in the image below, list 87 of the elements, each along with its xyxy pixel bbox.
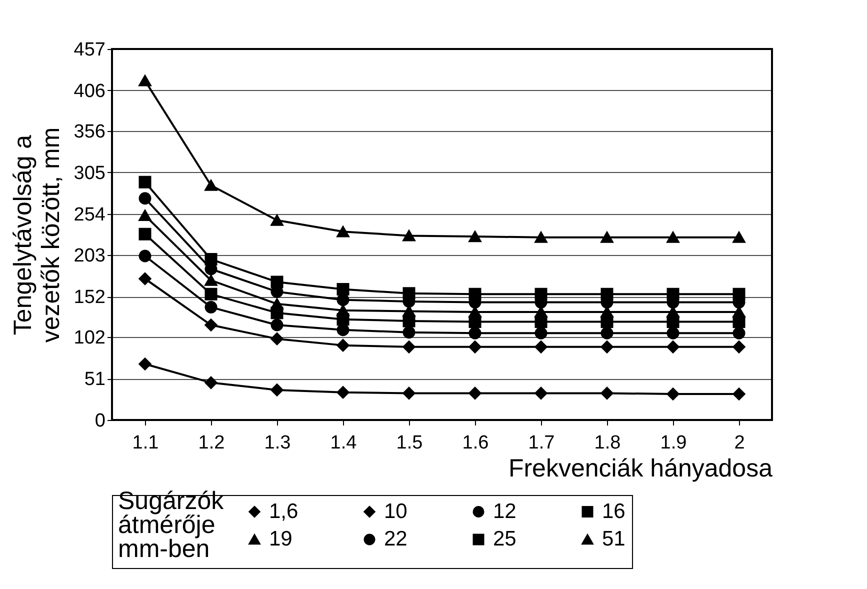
point [402, 340, 416, 354]
point [204, 300, 218, 314]
point [534, 232, 548, 243]
point [534, 340, 548, 354]
point [732, 326, 746, 340]
point [270, 332, 284, 346]
point [270, 298, 284, 310]
point [402, 326, 416, 339]
y-tick-label: 51 [84, 369, 106, 390]
x-axis-title: Frekvenciák hányadosa [508, 454, 773, 482]
point [534, 288, 548, 300]
legend-label: 10 [384, 500, 408, 523]
point [204, 180, 218, 191]
point [534, 326, 548, 340]
point [600, 232, 614, 243]
legend-label: 1,6 [269, 500, 298, 523]
point [204, 376, 218, 389]
x-tick-label: 1.3 [264, 432, 291, 454]
point [666, 388, 680, 400]
x-tick-label: 1.2 [198, 432, 225, 454]
x-tick-label: 1.9 [660, 432, 687, 454]
y-tick-label: 457 [74, 40, 106, 60]
point [270, 384, 284, 396]
point [732, 288, 746, 300]
x-tick-label: 1.1 [132, 432, 159, 454]
point [138, 250, 152, 262]
point [336, 386, 350, 399]
x-tick-label: 1.5 [396, 432, 423, 454]
point [732, 388, 746, 400]
legend-label: 25 [493, 528, 516, 550]
legend-title: Sugárzók átmérője mm-ben [118, 487, 224, 563]
point [204, 288, 218, 300]
point [336, 339, 350, 352]
point [204, 253, 218, 266]
point [204, 318, 218, 332]
point [468, 386, 482, 400]
point [600, 288, 614, 300]
x-tick-label: 1.8 [594, 432, 621, 454]
legend-label: 16 [602, 500, 626, 523]
point [468, 288, 482, 300]
point [336, 304, 350, 316]
point [270, 214, 284, 226]
point [138, 272, 152, 285]
point [336, 226, 350, 238]
point [666, 326, 680, 340]
y-tick-label: 102 [74, 328, 106, 349]
point [402, 287, 416, 300]
legend-label: 12 [493, 500, 516, 523]
point [138, 176, 152, 188]
point [336, 283, 350, 296]
y-axis-title: Tengelytávolság a vezetők között, mm [8, 127, 65, 343]
point [600, 326, 614, 340]
point [534, 386, 548, 400]
y-tick-label: 0 [94, 410, 106, 432]
x-tick-label: 2 [734, 432, 745, 454]
point [732, 340, 746, 354]
point [138, 228, 152, 240]
legend-label: 19 [269, 528, 292, 550]
point [666, 288, 680, 300]
x-tick-label: 1.7 [528, 432, 555, 454]
point [468, 326, 482, 340]
point [666, 232, 680, 243]
point [204, 274, 218, 286]
point [402, 230, 416, 242]
point [732, 232, 746, 243]
point [270, 318, 284, 332]
y-tick-label: 406 [74, 80, 106, 102]
y-tick-label: 254 [74, 204, 106, 226]
point [468, 340, 482, 354]
point [138, 192, 152, 205]
point [666, 340, 680, 354]
point [138, 358, 152, 370]
point [468, 230, 482, 242]
y-tick-label: 203 [74, 246, 106, 267]
point [600, 340, 614, 354]
point [402, 386, 416, 400]
point [138, 210, 152, 221]
point [600, 386, 614, 400]
legend-label: 51 [602, 528, 626, 550]
y-tick-label: 356 [74, 121, 106, 142]
point [270, 276, 284, 288]
y-tick-label: 152 [74, 287, 106, 308]
point [138, 75, 152, 86]
y-tick-label: 305 [74, 162, 106, 184]
legend-label: 22 [384, 528, 408, 550]
x-tick-label: 1.4 [330, 432, 358, 454]
x-tick-label: 1.6 [462, 432, 489, 454]
